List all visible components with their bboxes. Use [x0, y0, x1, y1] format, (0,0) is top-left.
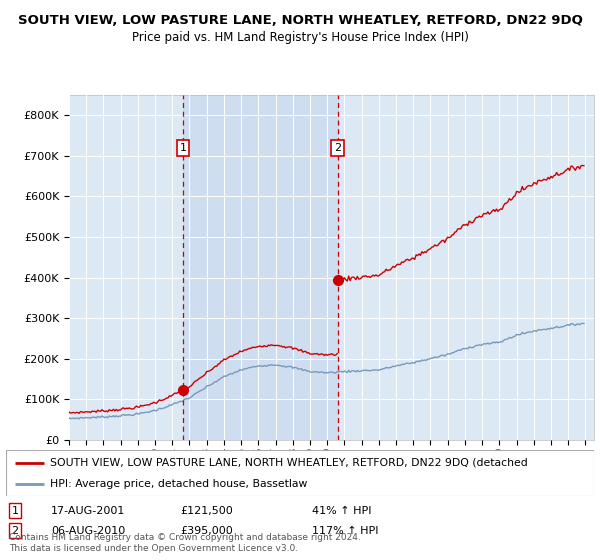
Text: £121,500: £121,500 — [180, 506, 233, 516]
Text: SOUTH VIEW, LOW PASTURE LANE, NORTH WHEATLEY, RETFORD, DN22 9DQ (detached: SOUTH VIEW, LOW PASTURE LANE, NORTH WHEA… — [50, 458, 528, 468]
Text: 117% ↑ HPI: 117% ↑ HPI — [312, 526, 379, 536]
Text: 1: 1 — [179, 143, 187, 153]
Text: HPI: Average price, detached house, Bassetlaw: HPI: Average price, detached house, Bass… — [50, 479, 307, 489]
Text: SOUTH VIEW, LOW PASTURE LANE, NORTH WHEATLEY, RETFORD, DN22 9DQ: SOUTH VIEW, LOW PASTURE LANE, NORTH WHEA… — [17, 14, 583, 27]
Text: Contains HM Land Registry data © Crown copyright and database right 2024.
This d: Contains HM Land Registry data © Crown c… — [9, 533, 361, 553]
Text: 1: 1 — [11, 506, 19, 516]
Text: 17-AUG-2001: 17-AUG-2001 — [51, 506, 125, 516]
Text: 2: 2 — [334, 143, 341, 153]
Bar — [183, 95, 338, 440]
Text: 41% ↑ HPI: 41% ↑ HPI — [312, 506, 371, 516]
Text: 2: 2 — [11, 526, 19, 536]
Text: 06-AUG-2010: 06-AUG-2010 — [51, 526, 125, 536]
Text: £395,000: £395,000 — [180, 526, 233, 536]
Text: Price paid vs. HM Land Registry's House Price Index (HPI): Price paid vs. HM Land Registry's House … — [131, 31, 469, 44]
